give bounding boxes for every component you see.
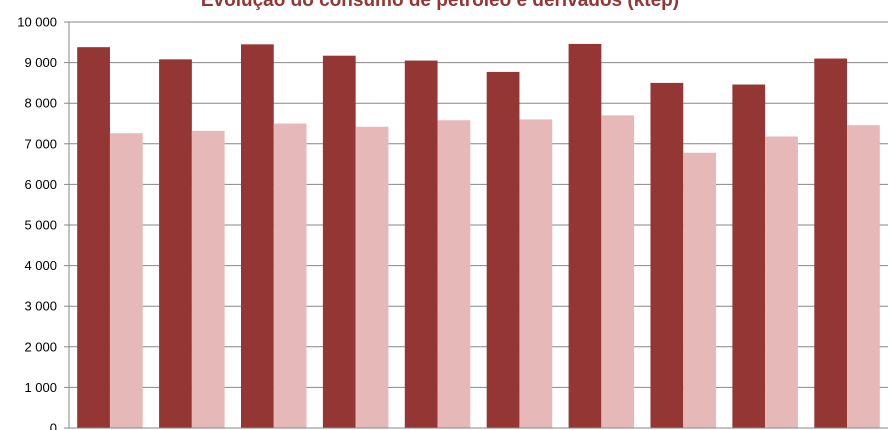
bar-series-2 [765,136,798,429]
bar-series-2 [683,152,717,429]
bar-series-1 [322,55,356,428]
axes [68,22,888,429]
y-tick-label: 3 000 [24,299,57,314]
y-tick-label: 4 000 [24,258,57,273]
y-tick-label: 5 000 [24,218,57,233]
bar-series-2 [191,130,225,428]
y-tick-label: 1 000 [24,380,57,395]
y-tick-label: 2 000 [24,339,57,354]
bar-series-1 [732,84,766,429]
bar-series-1 [404,60,438,428]
bar-series-1 [77,47,110,429]
y-tick-label: 10 000 [17,15,57,30]
bar-series-2 [273,123,307,428]
bar-series-1 [486,71,520,428]
bar-series-2 [847,125,880,429]
y-tick-labels: 0 1 000 2 000 3 000 4 000 5 000 6 000 7 000 8 00… [17,15,57,430]
bar-series-1 [159,59,192,428]
chart-title: Evolução do consumo de petróleo e deriva… [201,0,679,11]
bar-series-2 [437,120,471,428]
y-tick-label: 0 [50,421,57,430]
y-tick-label: 9 000 [24,55,57,70]
y-tick-label: 8 000 [24,96,57,111]
bar-series-2 [519,119,553,428]
bars [77,43,880,429]
y-tick-label: 7 000 [24,136,57,151]
bar-series-2 [355,126,389,428]
bar-series-1 [568,43,602,429]
bar-series-1 [240,44,274,428]
bar-series-1 [814,58,848,428]
y-tick-label: 6 000 [24,177,57,192]
bar-series-2 [601,115,635,428]
bar-series-2 [109,133,143,429]
bar-series-1 [650,82,684,429]
